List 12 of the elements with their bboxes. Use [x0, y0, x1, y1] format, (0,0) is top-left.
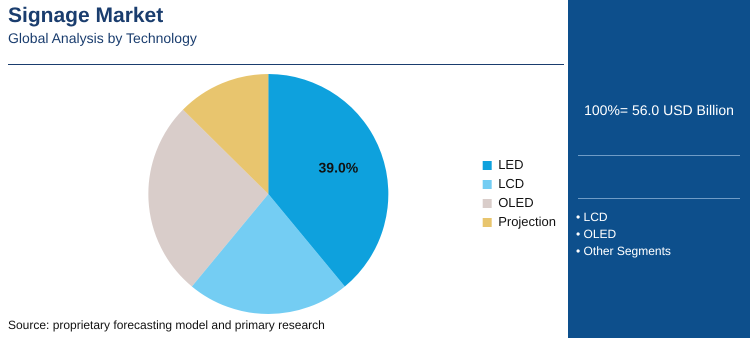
legend-label: LCD — [498, 176, 524, 192]
legend-label: OLED — [498, 195, 534, 210]
legend-label: Projection — [498, 214, 556, 230]
text: • OLED — [576, 227, 616, 241]
data-label: 39.0% — [318, 160, 359, 176]
text: 100%= 56.0 USD Billion — [583, 102, 735, 118]
chart-title: Signage Market — [8, 4, 164, 28]
legend-label: LED — [498, 157, 524, 172]
text: • Other Segments — [576, 244, 671, 258]
chart-subtitle: Global Analysis by Technology — [8, 30, 197, 46]
text: • LCD — [576, 210, 608, 224]
source-note: Source: proprietary forecasting model and primary research — [8, 318, 325, 332]
